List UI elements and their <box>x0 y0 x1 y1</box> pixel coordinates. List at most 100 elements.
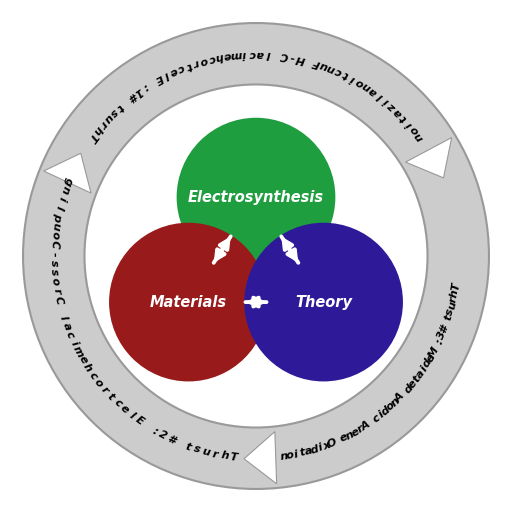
Text: o: o <box>50 278 61 286</box>
Text: A: A <box>393 392 407 404</box>
Text: a: a <box>414 368 426 380</box>
Text: l: l <box>54 205 65 211</box>
Text: r: r <box>97 119 109 130</box>
Text: r: r <box>211 449 219 460</box>
Text: u: u <box>446 301 458 311</box>
Text: d: d <box>421 357 434 370</box>
Text: :: : <box>434 337 445 346</box>
Text: n: n <box>413 131 425 143</box>
Text: a: a <box>304 445 313 457</box>
Text: E: E <box>153 72 165 84</box>
Text: s: s <box>49 269 60 276</box>
Text: #: # <box>166 434 177 446</box>
Text: #: # <box>126 90 138 102</box>
Text: t: t <box>443 314 454 322</box>
Text: e: e <box>338 432 349 444</box>
Circle shape <box>177 118 335 276</box>
Text: t: t <box>398 113 410 123</box>
Text: c: c <box>371 413 382 424</box>
Text: l: l <box>127 411 136 421</box>
Text: i: i <box>57 196 68 202</box>
Text: 2: 2 <box>157 430 168 442</box>
Text: u: u <box>102 112 115 124</box>
Text: C: C <box>280 50 289 61</box>
Text: s: s <box>444 307 456 316</box>
Text: o: o <box>50 231 60 240</box>
Text: a: a <box>60 322 73 332</box>
Text: r: r <box>355 423 366 435</box>
Text: e: e <box>223 50 232 61</box>
Text: i: i <box>419 365 429 373</box>
Text: e: e <box>118 403 131 416</box>
Text: E: E <box>133 415 145 428</box>
Text: l: l <box>375 91 385 101</box>
Text: :: : <box>151 425 159 437</box>
Text: a: a <box>392 106 404 118</box>
Text: d: d <box>402 382 415 395</box>
Text: O: O <box>326 437 338 450</box>
Text: e: e <box>349 426 361 438</box>
Text: e: e <box>407 378 419 390</box>
Text: s: s <box>49 260 59 267</box>
Text: Theory: Theory <box>295 294 352 310</box>
Text: o: o <box>92 377 105 389</box>
Text: -: - <box>49 251 59 256</box>
Text: z: z <box>387 101 398 113</box>
Text: u: u <box>201 446 211 458</box>
Text: T: T <box>450 283 461 292</box>
Text: g: g <box>62 176 74 187</box>
Text: t: t <box>298 447 306 458</box>
Text: 1: 1 <box>133 85 144 98</box>
Text: r: r <box>51 287 62 294</box>
Text: e: e <box>168 65 179 77</box>
Text: i: i <box>242 49 246 59</box>
Text: H: H <box>294 53 306 65</box>
Text: m: m <box>229 49 242 60</box>
Text: i: i <box>381 96 391 106</box>
Text: T: T <box>87 131 99 143</box>
Circle shape <box>109 223 268 381</box>
Text: o: o <box>385 400 397 413</box>
Text: t: t <box>184 441 193 452</box>
Circle shape <box>23 23 489 489</box>
Text: Electrosynthesis: Electrosynthesis <box>188 189 324 205</box>
Text: 3: 3 <box>436 330 448 341</box>
Text: T: T <box>229 452 238 462</box>
Text: h: h <box>215 51 225 62</box>
Text: d: d <box>380 404 392 417</box>
Text: o: o <box>408 124 421 136</box>
Text: h: h <box>449 289 460 298</box>
Text: F: F <box>311 57 321 69</box>
Text: c: c <box>176 62 186 74</box>
Text: a: a <box>256 49 264 59</box>
Text: s: s <box>108 106 120 118</box>
Text: n: n <box>59 185 71 196</box>
Text: r: r <box>448 296 459 304</box>
Text: c: c <box>248 49 255 59</box>
Text: C: C <box>53 295 65 305</box>
Text: i: i <box>69 340 79 348</box>
Text: A: A <box>359 419 372 432</box>
Text: c: c <box>87 370 99 381</box>
Polygon shape <box>244 432 276 484</box>
Polygon shape <box>44 153 91 193</box>
Text: x: x <box>322 440 332 452</box>
Text: o: o <box>199 55 209 67</box>
Text: n: n <box>361 80 373 93</box>
Text: l: l <box>266 49 270 59</box>
Text: n: n <box>389 396 402 409</box>
Text: l: l <box>162 70 170 80</box>
Text: i: i <box>377 410 386 420</box>
Text: d: d <box>309 443 320 456</box>
Text: t: t <box>411 374 422 384</box>
Text: c: c <box>112 397 123 410</box>
Text: c: c <box>64 330 76 340</box>
Text: n: n <box>326 62 336 74</box>
Text: r: r <box>99 385 110 395</box>
Text: i: i <box>349 73 357 84</box>
Text: a: a <box>368 85 379 98</box>
Text: h: h <box>91 124 104 137</box>
Text: C: C <box>49 240 59 249</box>
Text: u: u <box>318 59 329 71</box>
Text: c: c <box>207 53 216 64</box>
